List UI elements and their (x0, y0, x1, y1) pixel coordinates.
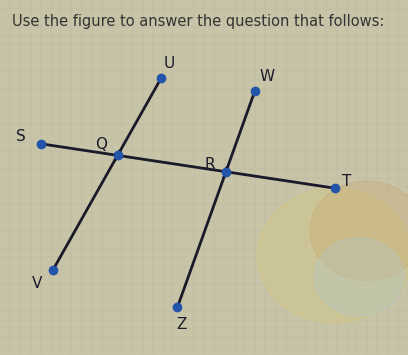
Text: Use the figure to answer the question that follows:: Use the figure to answer the question th… (12, 14, 385, 29)
Text: W: W (259, 69, 275, 84)
Text: Q: Q (95, 137, 107, 152)
Text: Z: Z (176, 317, 187, 332)
Ellipse shape (257, 188, 408, 323)
Ellipse shape (314, 238, 404, 316)
Text: V: V (31, 277, 42, 291)
Text: T: T (342, 174, 351, 189)
Text: S: S (16, 129, 25, 144)
Text: R: R (204, 157, 215, 172)
Text: U: U (164, 56, 175, 71)
Ellipse shape (310, 181, 408, 280)
